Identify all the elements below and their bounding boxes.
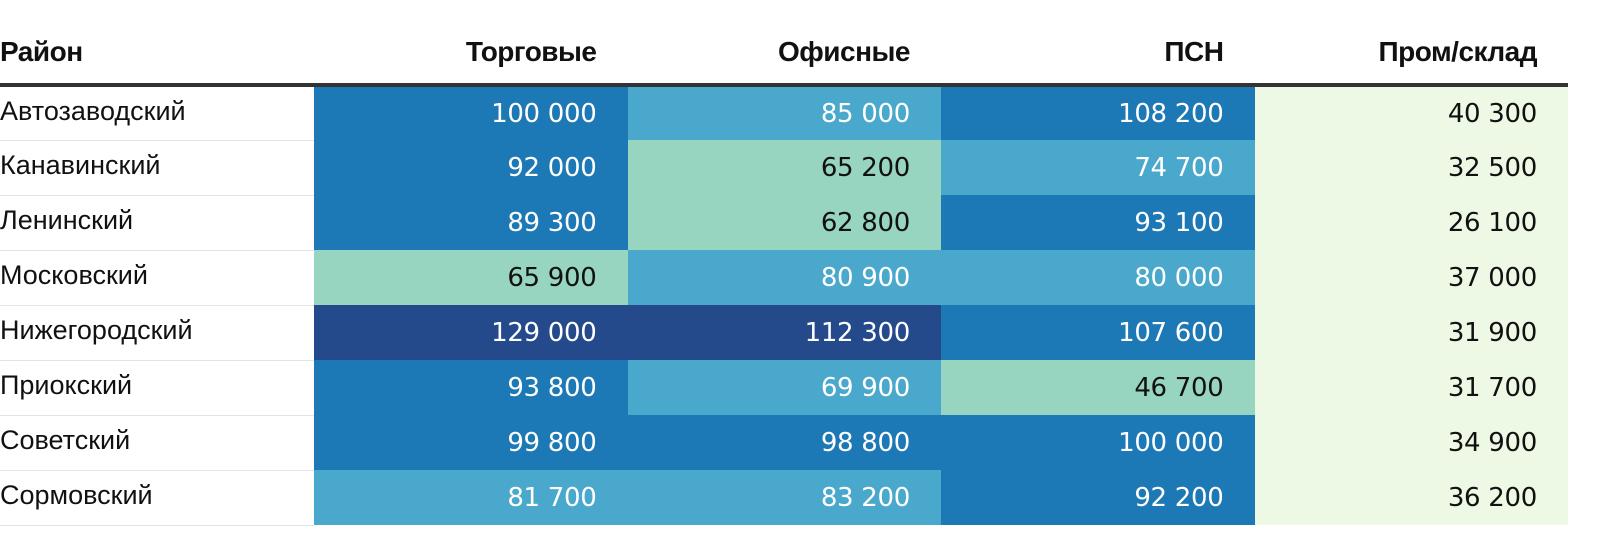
value-cell-retail: 89 300 — [314, 195, 628, 250]
district-name-cell: Московский — [0, 248, 314, 304]
value-cell-retail: 93 800 — [314, 360, 628, 415]
value-cell-psn: 92 200 — [941, 470, 1255, 525]
value-cell-office: 80 900 — [627, 250, 941, 305]
table-row: Московский 65 900 80 900 80 000 37 000 — [0, 248, 1568, 305]
district-name-cell: Советский — [0, 413, 314, 469]
value-cell-industrial: 31 700 — [1254, 360, 1568, 415]
table-header: Район Торговые Офисные ПСН Пром/склад — [0, 20, 1568, 87]
table-body: Автозаводский 100 000 85 000 108 200 40 300 К… — [0, 83, 1568, 525]
value-cell-office: 98 800 — [627, 415, 941, 470]
value-cell-office: 65 200 — [627, 140, 941, 195]
value-cell-retail: 99 800 — [314, 415, 628, 470]
value-cell-industrial: 32 500 — [1254, 140, 1568, 195]
value-cell-psn: 107 600 — [941, 305, 1255, 360]
table-row: Автозаводский 100 000 85 000 108 200 40 300 — [0, 83, 1568, 140]
district-name-cell: Ленинский — [0, 193, 314, 249]
column-header-district: Район — [0, 20, 314, 87]
value-cell-psn: 74 700 — [941, 140, 1255, 195]
value-cell-office: 85 000 — [627, 85, 941, 140]
district-name-cell: Сормовский — [0, 468, 314, 524]
value-cell-retail: 100 000 — [314, 85, 628, 140]
value-cell-office: 83 200 — [627, 470, 941, 525]
column-header-retail: Торговые — [314, 20, 628, 87]
table-row: Сормовский 81 700 83 200 92 200 36 200 — [0, 468, 1568, 525]
district-name-cell: Нижегородский — [0, 303, 314, 359]
value-cell-psn: 100 000 — [941, 415, 1255, 470]
value-cell-retail: 65 900 — [314, 250, 628, 305]
district-name-cell: Канавинский — [0, 138, 314, 194]
column-header-industrial: Пром/склад — [1254, 20, 1568, 87]
value-cell-industrial: 36 200 — [1254, 470, 1568, 525]
column-header-office: Офисные — [627, 20, 941, 87]
value-cell-office: 112 300 — [627, 305, 941, 360]
table-row: Советский 99 800 98 800 100 000 34 900 — [0, 413, 1568, 470]
table-row: Ленинский 89 300 62 800 93 100 26 100 — [0, 193, 1568, 250]
header-row: Район Торговые Офисные ПСН Пром/склад — [0, 20, 1568, 87]
heatmap-table-container: Район Торговые Офисные ПСН Пром/склад Ав… — [0, 20, 1568, 526]
value-cell-industrial: 37 000 — [1254, 250, 1568, 305]
table-row: Нижегородский 129 000 112 300 107 600 31 900 — [0, 303, 1568, 360]
value-cell-office: 62 800 — [627, 195, 941, 250]
value-cell-psn: 80 000 — [941, 250, 1255, 305]
value-cell-psn: 108 200 — [941, 85, 1255, 140]
district-name-cell: Приокский — [0, 358, 314, 414]
table-row: Приокский 93 800 69 900 46 700 31 700 — [0, 358, 1568, 415]
district-name-cell: Автозаводский — [0, 83, 314, 139]
table-row: Канавинский 92 000 65 200 74 700 32 500 — [0, 138, 1568, 195]
value-cell-industrial: 26 100 — [1254, 195, 1568, 250]
value-cell-psn: 93 100 — [941, 195, 1255, 250]
value-cell-industrial: 40 300 — [1254, 85, 1568, 140]
value-cell-industrial: 31 900 — [1254, 305, 1568, 360]
value-cell-industrial: 34 900 — [1254, 415, 1568, 470]
value-cell-psn: 46 700 — [941, 360, 1255, 415]
column-header-psn: ПСН — [941, 20, 1255, 87]
heatmap-table: Район Торговые Офисные ПСН Пром/склад Ав… — [0, 20, 1568, 526]
value-cell-retail: 81 700 — [314, 470, 628, 525]
value-cell-retail: 129 000 — [314, 305, 628, 360]
value-cell-retail: 92 000 — [314, 140, 628, 195]
value-cell-office: 69 900 — [627, 360, 941, 415]
